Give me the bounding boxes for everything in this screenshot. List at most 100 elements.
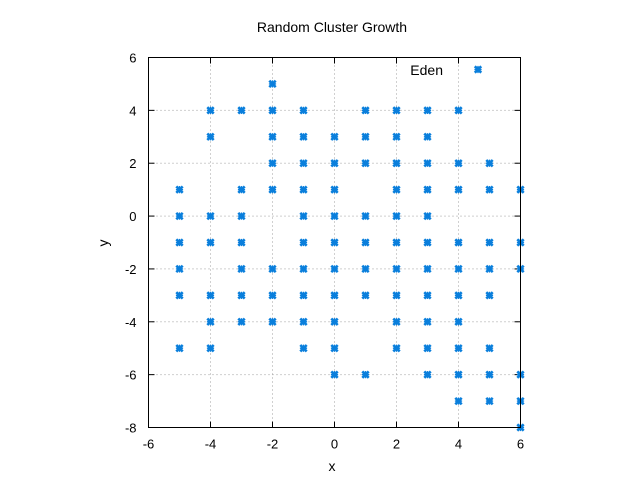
data-point — [392, 264, 401, 274]
data-point — [454, 317, 463, 326]
data-point — [237, 238, 246, 247]
data-point — [330, 264, 339, 274]
data-point — [485, 370, 494, 379]
data-point — [299, 132, 308, 141]
data-point — [206, 132, 215, 141]
data-point — [454, 185, 463, 194]
x-tick-label: 2 — [393, 437, 400, 452]
data-point — [268, 291, 277, 300]
data-point — [237, 264, 246, 274]
data-point — [330, 317, 339, 326]
data-point — [423, 211, 432, 221]
data-point — [361, 211, 370, 221]
data-point — [423, 185, 432, 194]
x-axis-label: x — [329, 458, 336, 474]
data-point — [454, 238, 463, 247]
data-point — [268, 159, 277, 168]
data-point — [299, 344, 308, 353]
data-point — [330, 238, 339, 247]
x-tick-label: 6 — [517, 437, 524, 452]
data-point — [206, 344, 215, 353]
data-point — [361, 370, 370, 379]
data-point — [175, 264, 184, 274]
data-point — [454, 264, 463, 274]
data-point — [299, 211, 308, 221]
plot-frame — [148, 57, 521, 428]
data-point — [330, 291, 339, 300]
data-point — [175, 238, 184, 247]
data-point — [299, 106, 308, 115]
data-point — [392, 106, 401, 115]
data-point — [392, 211, 401, 221]
data-point — [206, 291, 215, 300]
data-point — [454, 344, 463, 353]
data-point — [485, 159, 494, 168]
y-axis-label: y — [95, 240, 111, 247]
data-point — [175, 185, 184, 194]
data-point — [361, 132, 370, 141]
y-tick-label: 6 — [129, 51, 136, 66]
data-point — [237, 291, 246, 300]
data-point — [268, 264, 277, 274]
data-point — [330, 159, 339, 168]
data-point — [423, 106, 432, 115]
data-point — [423, 238, 432, 247]
data-point — [485, 238, 494, 247]
x-tick-label: -2 — [267, 437, 279, 452]
data-point — [454, 370, 463, 379]
data-point — [423, 370, 432, 379]
data-point — [330, 185, 339, 194]
data-point — [423, 344, 432, 353]
data-point — [454, 396, 463, 406]
data-point — [392, 238, 401, 247]
data-point — [268, 185, 277, 194]
data-point — [485, 396, 494, 406]
data-point — [454, 106, 463, 115]
data-point — [206, 317, 215, 326]
data-point — [423, 132, 432, 141]
data-point — [299, 238, 308, 247]
data-point — [361, 291, 370, 300]
data-point — [392, 185, 401, 194]
data-point — [485, 264, 494, 274]
data-point — [175, 344, 184, 353]
data-point — [392, 132, 401, 141]
y-tick-label: -6 — [125, 368, 137, 383]
data-point — [299, 317, 308, 326]
x-tick-label: 4 — [455, 437, 462, 452]
data-points — [175, 79, 525, 432]
data-point — [268, 79, 277, 89]
legend: Eden — [410, 62, 483, 78]
data-point — [175, 211, 184, 221]
y-tick-label: 4 — [129, 103, 136, 118]
data-point — [392, 159, 401, 168]
data-point — [299, 159, 308, 168]
y-tick-label: -4 — [125, 315, 137, 330]
data-point — [423, 159, 432, 168]
data-point — [392, 291, 401, 300]
data-point — [423, 264, 432, 274]
legend-marker-symbol — [473, 65, 483, 74]
data-point — [237, 185, 246, 194]
x-tick-labels: -6 -4 -2 0 2 4 6 — [143, 437, 524, 452]
data-point — [361, 238, 370, 247]
data-point — [423, 317, 432, 326]
data-point — [268, 132, 277, 141]
legend-marker-eden — [473, 65, 483, 74]
data-point — [330, 344, 339, 353]
data-point — [299, 185, 308, 194]
data-point — [330, 211, 339, 221]
data-point — [361, 264, 370, 274]
y-tick-label: -2 — [125, 262, 137, 277]
data-point — [237, 317, 246, 326]
data-point — [454, 159, 463, 168]
y-tick-labels: -8 -6 -4 -2 0 2 4 6 — [125, 51, 137, 436]
data-point — [206, 106, 215, 115]
x-tick-label: -4 — [205, 437, 217, 452]
data-point — [361, 159, 370, 168]
data-point — [485, 344, 494, 353]
data-point — [268, 317, 277, 326]
y-tick-label: 0 — [129, 209, 136, 224]
data-point — [485, 291, 494, 300]
